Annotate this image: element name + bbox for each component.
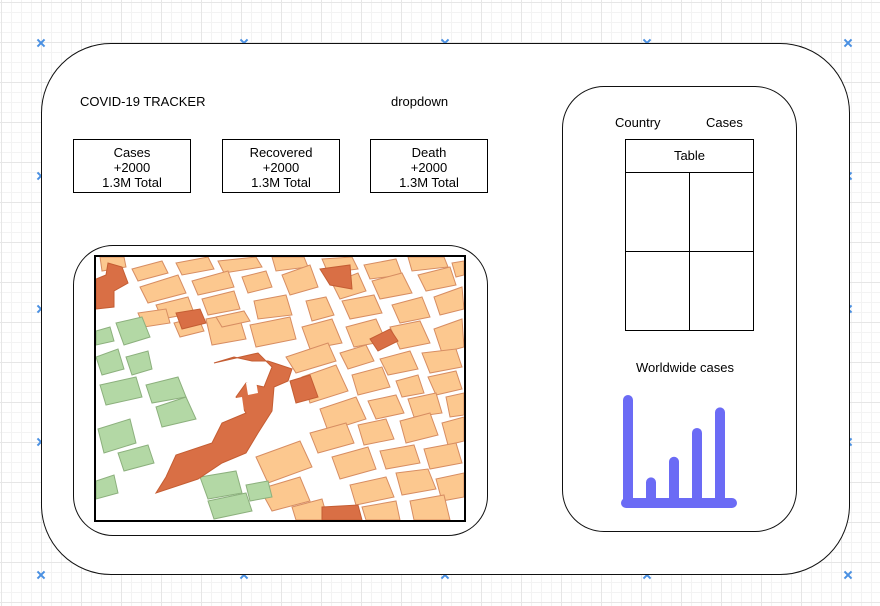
country-header: Country [615, 115, 661, 130]
stat-label: Recovered [249, 145, 313, 160]
country-table[interactable]: Table [625, 139, 754, 331]
street-map-image [96, 257, 464, 520]
table-cell [626, 251, 690, 330]
table-cell [626, 173, 690, 252]
worldwide-cases-chart [618, 392, 740, 512]
stat-change: +2000 [113, 160, 151, 175]
dropdown[interactable]: dropdown [391, 94, 449, 109]
app-title: COVID-19 TRACKER [80, 94, 206, 109]
stat-change: +2000 [410, 160, 448, 175]
selection-handle[interactable] [843, 570, 853, 580]
stat-label: Death [411, 145, 447, 160]
death-card: Death +2000 1.3M Total [370, 139, 488, 193]
cases-card: Cases +2000 1.3M Total [73, 139, 191, 193]
stat-total: 1.3M Total [399, 175, 459, 190]
cases-header: Cases [706, 115, 743, 130]
stat-total: 1.3M Total [251, 175, 311, 190]
table-cell [690, 252, 754, 331]
chart-title: Worldwide cases [636, 360, 735, 375]
stat-label: Cases [113, 145, 151, 160]
stat-total: 1.3M Total [102, 175, 162, 190]
selection-handle[interactable] [36, 38, 46, 48]
stat-change: +2000 [262, 160, 300, 175]
recovered-card: Recovered +2000 1.3M Total [222, 139, 340, 193]
table-body [626, 173, 753, 330]
table-title: Table [626, 140, 753, 173]
selection-handle[interactable] [843, 38, 853, 48]
map[interactable] [94, 255, 466, 522]
table-cell [689, 173, 753, 252]
selection-handle[interactable] [36, 570, 46, 580]
bar-chart-svg [621, 395, 737, 508]
